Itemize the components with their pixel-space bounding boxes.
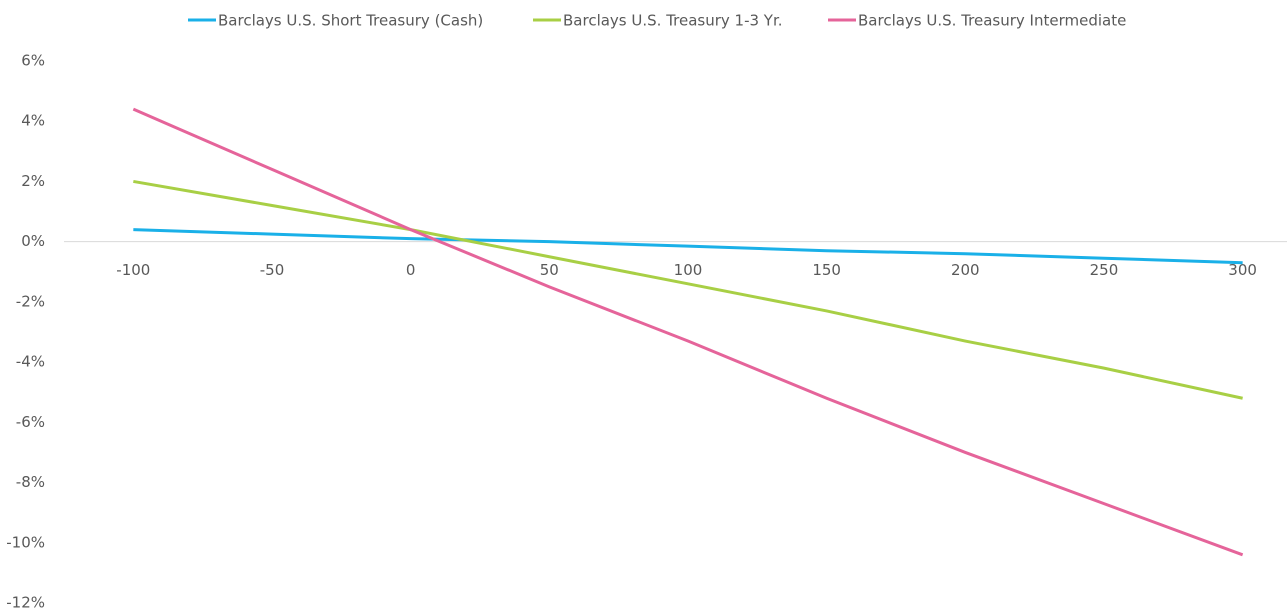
y-tick-label: 6% — [21, 52, 45, 70]
x-tick-label: 50 — [540, 261, 559, 279]
series-line — [133, 228, 1243, 265]
x-tick-label: 0 — [406, 261, 416, 279]
y-tick-label: 2% — [21, 172, 45, 190]
x-tick-label: -100 — [116, 261, 150, 279]
series-line — [133, 179, 1243, 400]
y-tick-label: -6% — [16, 413, 45, 431]
legend-label: Barclays U.S. Treasury Intermediate — [858, 12, 1126, 30]
x-tick-label: -50 — [260, 261, 285, 279]
y-tick-label: -10% — [6, 533, 45, 551]
x-tick-label: 200 — [951, 261, 980, 279]
y-tick-label: 0% — [21, 232, 45, 250]
y-tick-label: 4% — [21, 112, 45, 130]
x-tick-label: 150 — [812, 261, 841, 279]
x-tick-label: 300 — [1228, 261, 1257, 279]
legend-label: Barclays U.S. Short Treasury (Cash) — [218, 12, 483, 30]
x-tick-label: 100 — [674, 261, 703, 279]
x-tick-label: 250 — [1090, 261, 1119, 279]
legend-label: Barclays U.S. Treasury 1-3 Yr. — [563, 12, 783, 30]
y-tick-label: -8% — [16, 473, 45, 491]
series-line — [132, 107, 1244, 557]
y-tick-label: -12% — [6, 594, 45, 611]
y-tick-label: -4% — [16, 353, 45, 371]
y-tick-label: -2% — [16, 292, 45, 310]
